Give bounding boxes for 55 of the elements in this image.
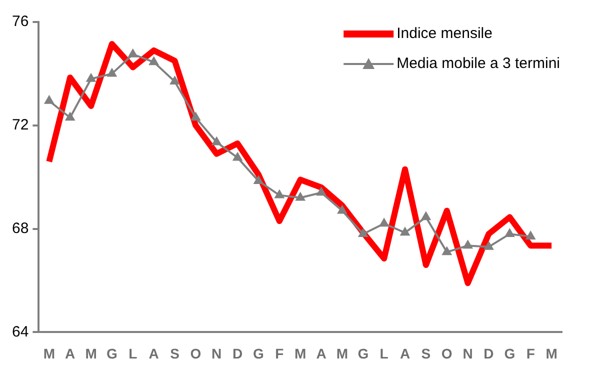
x-tick-label: D: [232, 345, 243, 362]
x-tick-label: F: [526, 345, 536, 362]
x-tick-label: G: [504, 345, 516, 362]
point: [525, 230, 536, 240]
point: [442, 246, 452, 256]
x-tick-label: N: [462, 345, 473, 362]
x-tick-label: M: [546, 345, 558, 362]
x-tick-label: M: [43, 345, 55, 362]
x-tick-label: G: [106, 345, 118, 362]
legend-label: Media mobile a 3 termini: [396, 55, 560, 72]
x-tick-label: G: [358, 345, 369, 362]
x-tick-label: S: [170, 345, 180, 362]
point: [337, 204, 348, 214]
point: [106, 68, 118, 77]
x-tick-label: A: [316, 345, 326, 362]
x-tick-label: A: [65, 345, 76, 362]
point: [86, 72, 96, 82]
x-tick-label: O: [190, 345, 202, 362]
point: [211, 136, 222, 146]
point: [190, 112, 201, 121]
x-tick-label: A: [400, 345, 410, 362]
x-tick-label: M: [336, 345, 348, 362]
point: [274, 189, 285, 198]
point: [232, 152, 243, 161]
x-tick-label: F: [275, 345, 284, 362]
point: [462, 240, 473, 249]
x-tick-label: O: [441, 345, 452, 362]
x-tick-label: M: [85, 345, 97, 362]
x-tick-label: N: [212, 345, 222, 362]
point: [420, 211, 432, 220]
x-tick-label: S: [421, 345, 431, 362]
y-tick-label: 64: [12, 323, 29, 340]
point: [170, 75, 180, 84]
point: [128, 48, 138, 58]
y-tick-label: 72: [12, 116, 29, 134]
point: [504, 228, 515, 237]
x-tick-label: M: [294, 345, 306, 362]
point: [148, 56, 160, 66]
x-tick-label: L: [380, 345, 389, 362]
point: [253, 174, 264, 184]
point: [64, 112, 76, 121]
x-tick-label: D: [484, 345, 494, 362]
point: [400, 226, 410, 236]
point: [44, 94, 54, 104]
x-tick-label: L: [128, 345, 138, 362]
point: [358, 228, 368, 237]
y-tick-label: 68: [12, 220, 29, 237]
point: [295, 192, 306, 201]
y-tick-label: 76: [12, 13, 29, 30]
legend-label: Indice mensile: [396, 25, 492, 42]
x-tick-label: A: [148, 345, 159, 362]
point: [484, 240, 494, 250]
point: [316, 186, 326, 196]
point: [378, 218, 390, 227]
x-tick-label: G: [253, 345, 264, 362]
